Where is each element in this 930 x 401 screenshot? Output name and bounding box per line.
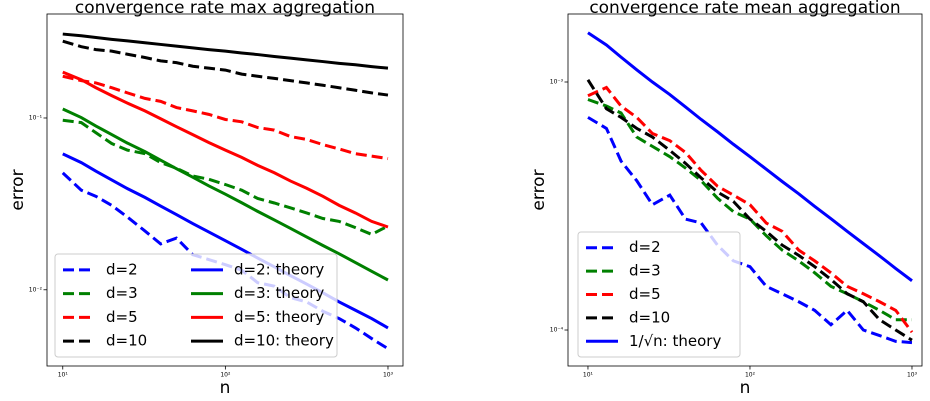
plot-frame	[567, 13, 923, 367]
legend-label: d=3: theory	[234, 284, 324, 302]
legend-label: 1/√n: theory	[629, 332, 721, 350]
y-tick-label: 10⁻¹	[29, 114, 43, 121]
x-tick-label: 10¹	[58, 372, 69, 379]
legend-box	[54, 253, 338, 358]
y-tick-label: 10⁻³	[550, 78, 564, 85]
x-tick-label: 10³	[907, 372, 918, 379]
y-tick-label: 10⁻⁴	[550, 327, 564, 334]
series-line	[587, 31, 913, 282]
series-line	[62, 74, 389, 161]
x-tick-label: 10²	[220, 372, 231, 379]
y-tick-label: 10⁻²	[29, 286, 43, 293]
legend-label: d=2: theory	[234, 260, 324, 278]
legend-label: d=5	[106, 308, 138, 326]
x-axis-label: n	[740, 378, 751, 398]
legend-label: d=2	[106, 260, 138, 278]
series-line	[587, 116, 913, 345]
series-line	[62, 32, 389, 70]
legend-label: d=10	[106, 332, 147, 350]
plot-frame	[46, 13, 404, 367]
y-axis-label: error	[8, 169, 28, 210]
x-tick-label: 10²	[745, 372, 756, 379]
legend-label: d=10: theory	[234, 332, 334, 350]
legend-label: d=5: theory	[234, 308, 324, 326]
legend-label: d=5	[629, 285, 661, 303]
series-line	[62, 107, 389, 282]
y-axis-label: error	[529, 169, 549, 210]
legend-label: d=3	[106, 284, 138, 302]
legend-label: d=2	[629, 238, 661, 256]
legend-label: d=10	[629, 308, 670, 326]
series-line	[586, 79, 913, 342]
chart-title: convergence rate mean aggregation	[589, 0, 900, 18]
series-line	[587, 98, 912, 322]
series-line	[62, 118, 389, 237]
series-line	[62, 70, 389, 229]
x-tick-label: 10¹	[583, 372, 594, 379]
series-line	[587, 85, 914, 334]
legend-label: d=3	[629, 262, 661, 280]
chart-title: convergence rate max aggregation	[75, 0, 375, 18]
legend-box	[577, 231, 741, 358]
plot-lines	[586, 31, 914, 345]
series-line	[62, 39, 389, 97]
x-axis-label: n	[220, 378, 231, 398]
x-tick-label: 10³	[383, 372, 394, 379]
